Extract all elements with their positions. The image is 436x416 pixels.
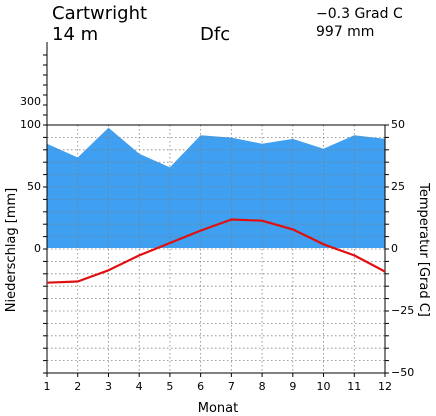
right-axis-title: Temperatur [Grad C] (416, 182, 431, 317)
mean-temperature: −0.3 Grad C (316, 6, 403, 22)
climate-classification: Dfc (200, 24, 230, 45)
precipitation-area (47, 127, 385, 248)
right-tick-label: 50 (391, 118, 405, 131)
right-tick-label: 0 (391, 242, 398, 255)
x-tick-label: 10 (317, 380, 331, 393)
x-tick-label: 2 (74, 380, 81, 393)
temperature-line (46, 218, 386, 284)
x-tick-label: 1 (44, 380, 51, 393)
x-tick-label: 5 (166, 380, 173, 393)
x-axis-title: Monat (198, 401, 238, 416)
right-tick-label: 25 (391, 180, 405, 193)
x-tick-label: 11 (347, 380, 361, 393)
precipitation-area-layer (47, 127, 385, 248)
x-tick-label: 4 (136, 380, 143, 393)
x-tick-label: 3 (105, 380, 112, 393)
left-tick-label: 0 (34, 242, 41, 255)
left-tick-label: 50 (27, 180, 41, 193)
left-axis-title: Niederschlag [mm] (4, 188, 19, 313)
right-tick-label: −25 (391, 304, 414, 317)
temperature-line-layer (46, 218, 386, 284)
station-elevation: 14 m (52, 24, 98, 45)
station-name: Cartwright (52, 3, 147, 24)
left-tick-label: 300 (20, 95, 41, 108)
x-tick-label: 8 (259, 380, 266, 393)
axes-layer (43, 42, 389, 377)
right-tick-label: −50 (391, 366, 414, 379)
left-tick-label: 100 (20, 118, 41, 131)
x-tick-label: 9 (289, 380, 296, 393)
x-tick-label: 6 (197, 380, 204, 393)
annual-precipitation: 997 mm (316, 24, 374, 40)
x-tick-label: 12 (378, 380, 392, 393)
x-tick-label: 7 (228, 380, 235, 393)
